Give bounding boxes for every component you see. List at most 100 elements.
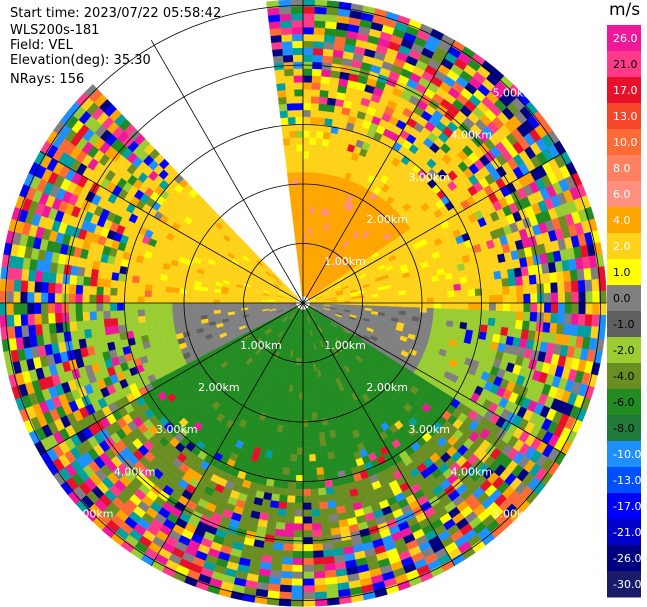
velocity-gate	[307, 192, 313, 201]
velocity-gate	[272, 542, 284, 551]
velocity-gate	[96, 318, 105, 329]
velocity-gate	[280, 577, 293, 586]
velocity-gate	[439, 285, 448, 293]
velocity-gate	[302, 364, 306, 373]
velocity-gate	[419, 307, 428, 314]
velocity-gate	[297, 426, 304, 435]
velocity-gate	[482, 295, 490, 304]
velocity-gate	[268, 576, 281, 585]
velocity-gate	[298, 392, 304, 400]
velocity-gate	[199, 306, 207, 312]
velocity-gate	[302, 564, 314, 573]
velocity-gate	[289, 460, 297, 469]
velocity-gate	[364, 297, 373, 301]
velocity-gate	[302, 440, 309, 448]
velocity-gate	[295, 488, 304, 497]
velocity-gate	[172, 312, 180, 319]
velocity-gate	[321, 452, 329, 461]
velocity-gate	[426, 302, 435, 309]
velocity-gate	[111, 325, 120, 335]
velocity-gate	[305, 371, 310, 379]
velocity-gate	[528, 321, 537, 332]
velocity-gate	[313, 439, 321, 448]
velocity-gate	[310, 481, 319, 490]
velocity-gate	[292, 426, 299, 435]
velocity-gate	[452, 277, 461, 285]
velocity-gate	[321, 69, 332, 78]
velocity-gate	[158, 313, 167, 321]
velocity-gate	[185, 307, 194, 313]
velocity-gate	[312, 419, 319, 427]
velocity-gate	[298, 413, 304, 421]
velocity-gate	[314, 591, 328, 600]
velocity-gate	[302, 206, 308, 214]
velocity-gate	[130, 309, 139, 318]
velocity-gates	[0, 0, 607, 607]
velocity-gate	[411, 284, 420, 290]
velocity-gate	[34, 323, 43, 336]
velocity-gate	[310, 109, 319, 118]
velocity-gate	[291, 433, 298, 441]
velocity-gate	[592, 302, 600, 316]
velocity-gate	[48, 322, 57, 334]
velocity-gate	[425, 281, 434, 289]
velocity-gate	[293, 516, 304, 524]
velocity-gate	[310, 488, 319, 497]
velocity-gate	[27, 313, 36, 326]
velocity-gate	[486, 271, 495, 281]
velocity-gate	[310, 502, 320, 510]
velocity-gate	[302, 109, 311, 118]
velocity-gate	[326, 500, 337, 509]
velocity-gate	[165, 308, 173, 315]
velocity-gate	[20, 313, 29, 326]
velocity-gate	[321, 528, 332, 537]
velocity-gate	[446, 314, 455, 322]
velocity-gate	[584, 314, 593, 327]
velocity-gate	[308, 144, 316, 152]
velocity-gate	[578, 291, 586, 304]
velocity-gate	[315, 460, 324, 469]
velocity-gate	[509, 285, 517, 295]
velocity-gate	[413, 298, 421, 304]
velocity-gate	[306, 199, 312, 207]
velocity-gate	[311, 515, 321, 524]
velocity-gate	[515, 311, 524, 321]
velocity-gate	[318, 103, 328, 112]
velocity-gate	[309, 385, 314, 393]
velocity-gate	[97, 326, 106, 337]
velocity-gate	[233, 302, 242, 306]
velocity-gate	[302, 26, 315, 35]
velocity-gate	[325, 14, 339, 23]
velocity-gate	[272, 549, 284, 558]
velocity-gate	[500, 269, 509, 280]
velocity-gate	[502, 294, 511, 304]
velocity-gate	[300, 364, 304, 373]
velocity-gate	[302, 461, 310, 469]
velocity-gate	[495, 294, 504, 304]
velocity-gate	[585, 291, 593, 304]
velocity-gate	[82, 311, 91, 321]
velocity-gate	[320, 82, 330, 91]
velocity-gate	[82, 320, 91, 330]
velocity-gate	[294, 502, 304, 511]
velocity-gate	[315, 453, 323, 462]
velocity-gate	[296, 454, 304, 462]
velocity-gate	[493, 326, 502, 336]
velocity-gate	[291, 585, 304, 593]
velocity-gate	[406, 298, 414, 304]
velocity-gate	[310, 116, 319, 125]
velocity-gate	[152, 320, 161, 328]
velocity-gate	[564, 302, 573, 314]
velocity-gate	[302, 199, 308, 207]
velocity-gate	[302, 530, 313, 538]
velocity-gate	[320, 76, 331, 85]
velocity-gate	[308, 447, 316, 455]
velocity-gate	[312, 172, 319, 180]
velocity-gate	[590, 326, 599, 339]
velocity-gate	[309, 137, 317, 146]
velocity-gate	[507, 327, 516, 338]
velocity-gate	[405, 293, 414, 299]
velocity-gate	[292, 419, 299, 428]
velocity-gate	[316, 467, 324, 476]
